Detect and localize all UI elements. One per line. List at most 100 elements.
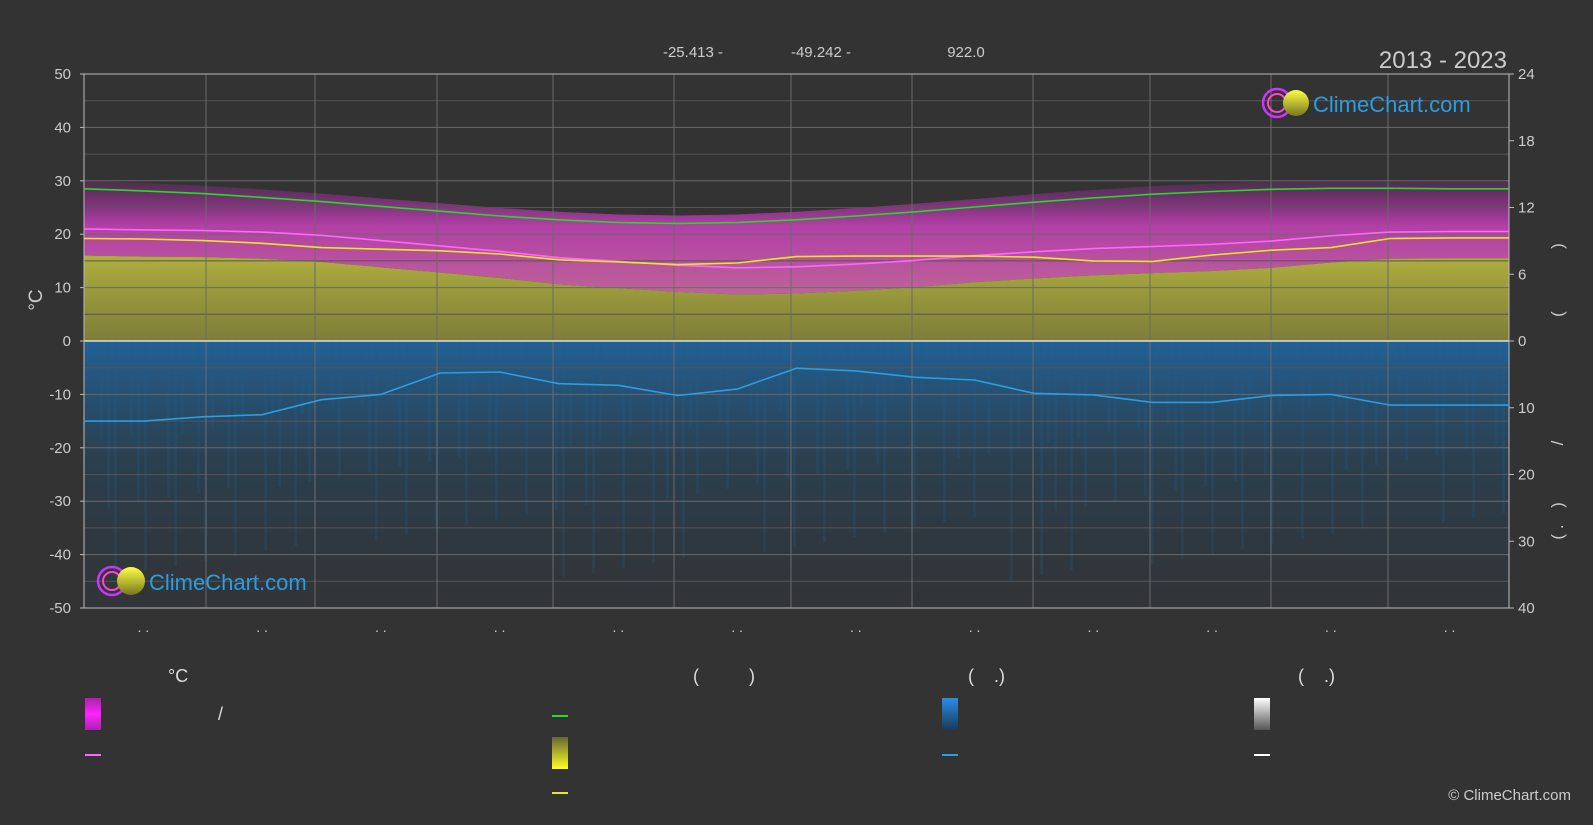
precip-streak (227, 341, 230, 488)
precip-streak (943, 341, 946, 522)
right-tick-label: 6 (1518, 266, 1526, 283)
precip-streak (853, 341, 856, 537)
precip-streak (749, 341, 752, 416)
right-label-mark-2: ( (1548, 311, 1567, 317)
precip-streak (1070, 341, 1073, 570)
precip-streak (973, 341, 976, 517)
left-tick-label: 40 (54, 119, 71, 136)
precip-streak (1084, 341, 1087, 506)
series-line-max_temp (83, 228, 1509, 269)
precip-streak (107, 341, 110, 508)
logo-text-bottom: ClimeChart.com (149, 570, 307, 595)
precip-streak (980, 341, 983, 385)
precip-streak (592, 341, 595, 573)
sunshine-band (84, 255, 1509, 341)
precip-streak (786, 341, 789, 479)
precip-streak (361, 341, 364, 404)
precip-streak (211, 341, 214, 429)
precip-streak (1361, 341, 1364, 529)
series-line-precip (84, 367, 1509, 422)
precip-streak (726, 341, 729, 489)
right-tick-label: 12 (1518, 200, 1535, 217)
logo-sun-icon (1283, 90, 1309, 116)
legend-swatch-temp-range (85, 698, 101, 730)
precip-streak (234, 341, 237, 556)
left-tick-label: 50 (54, 66, 71, 83)
series-line-daylight (83, 187, 1509, 225)
precip-streak (174, 341, 177, 566)
precip-streak (957, 341, 960, 458)
right-axis-ticks: 24 18 12 6 0 10 20 30 40 (1509, 66, 1535, 617)
precip-streak (860, 341, 863, 405)
month-label: . . (969, 619, 981, 635)
precip-streak (666, 341, 669, 499)
month-label: . . (1325, 619, 1337, 635)
left-tick-label: 30 (54, 173, 71, 190)
precip-streak (502, 341, 505, 388)
header-latitude: -25.413 - (663, 44, 723, 61)
precip-streak (301, 341, 304, 414)
precip-streak (1204, 341, 1207, 486)
precip-streak (525, 341, 528, 515)
precip-streak (1278, 341, 1281, 412)
month-label: . . (256, 619, 268, 635)
precip-streak (569, 341, 572, 446)
precip-streak (1502, 341, 1505, 513)
precip-streak (1077, 341, 1080, 438)
precip-streak (1040, 341, 1043, 575)
precip-streak (1054, 341, 1057, 511)
precip-streak (1428, 341, 1431, 387)
precip-streak (890, 341, 893, 400)
precip-streak (1264, 341, 1267, 476)
precip-streak (1435, 341, 1438, 455)
logo-text-top: ClimeChart.com (1313, 92, 1471, 117)
precip-streak (585, 341, 588, 505)
logo-bottom: ClimeChart.com (96, 565, 307, 597)
legend-head-precip: ( .) (968, 666, 1005, 686)
precip-streak (472, 341, 475, 393)
right-label-mark-5: ( . (1548, 524, 1567, 539)
right-tick-label: 30 (1518, 533, 1535, 550)
left-axis-label: °C (26, 289, 47, 310)
left-tick-label: -30 (49, 493, 71, 510)
precip-streak (1234, 341, 1237, 481)
left-tick-label: -50 (49, 600, 71, 617)
left-tick-label: 20 (54, 226, 71, 243)
precip-streak (391, 341, 394, 399)
precip-streak (1107, 341, 1110, 433)
precip-streak (368, 341, 371, 472)
month-label: . . (1444, 619, 1456, 635)
left-tick-label: -40 (49, 547, 71, 564)
month-labels: . . . . . . . . . . . . . . . . . . . . . . . . (138, 619, 1456, 635)
right-tick-label: 40 (1518, 600, 1535, 617)
precip-streak (1047, 341, 1050, 443)
precip-streak (144, 341, 147, 571)
precip-streak (1495, 341, 1498, 445)
legend-head-snow: ( .) (1298, 666, 1335, 686)
series-line-sunshine (83, 237, 1509, 266)
precip-streak (599, 341, 602, 441)
month-label: . . (375, 619, 387, 635)
precip-streak (1368, 341, 1371, 397)
temp-range-band (84, 180, 1509, 295)
precip-streak (375, 341, 378, 540)
precip-streak (532, 341, 535, 383)
precip-streak (793, 341, 796, 547)
precip-streak (950, 341, 953, 390)
right-tick-label: 24 (1518, 66, 1535, 83)
precip-streak (719, 341, 722, 421)
month-label: . . (494, 619, 506, 635)
right-label-mark-4: ) (1548, 502, 1567, 508)
precip-streak (241, 341, 244, 424)
precip-streak (271, 341, 274, 419)
right-tick-label: 0 (1518, 333, 1526, 350)
precip-streak (763, 341, 766, 552)
right-label-mark-1: ) (1548, 243, 1567, 249)
precip-streak (1465, 341, 1468, 450)
precip-streak (1010, 341, 1013, 580)
precip-streak (987, 341, 990, 453)
left-tick-label: 10 (54, 280, 71, 297)
logo-sun-icon (117, 567, 145, 595)
right-tick-label: 10 (1518, 400, 1535, 417)
